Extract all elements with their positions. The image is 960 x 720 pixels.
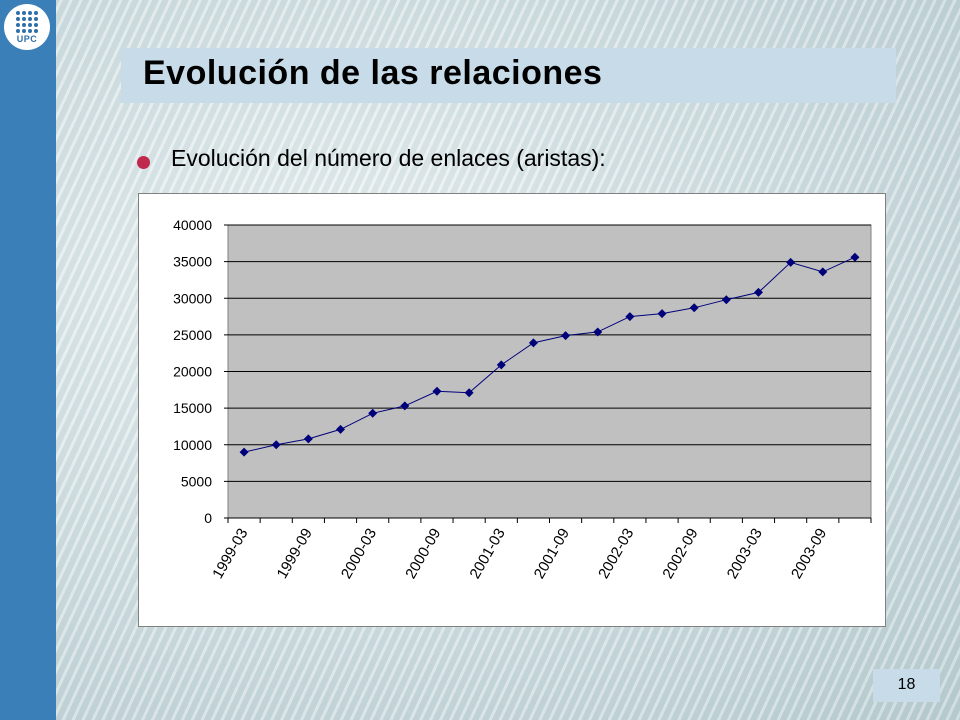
data-point-marker bbox=[753, 287, 763, 297]
bullet-icon bbox=[137, 156, 150, 169]
data-point-marker bbox=[303, 434, 313, 444]
series-line bbox=[243, 256, 856, 453]
data-point-marker bbox=[432, 386, 442, 396]
logo-text: UPC bbox=[16, 34, 38, 44]
data-point-marker bbox=[561, 331, 571, 341]
y-axis-ticks: 0 5000 10000 15000 20000 25000 30000 35000 40000 bbox=[173, 217, 228, 526]
bullet-text: Evolución del número de enlaces (aristas… bbox=[171, 145, 606, 171]
data-point-marker bbox=[721, 295, 731, 305]
data-point-marker bbox=[271, 440, 281, 450]
data-point-marker bbox=[336, 424, 346, 434]
data-point-marker bbox=[657, 309, 667, 319]
page-number: 18 bbox=[897, 676, 916, 693]
slide-title: Evolución de las relaciones bbox=[143, 54, 603, 92]
data-point-marker bbox=[818, 267, 828, 277]
y-tick-label: 10000 bbox=[173, 437, 212, 453]
y-tick-label: 15000 bbox=[173, 400, 212, 416]
y-tick-label: 0 bbox=[204, 510, 212, 526]
upc-logo: UPC bbox=[4, 4, 50, 50]
data-point-marker bbox=[239, 447, 249, 457]
data-point-marker bbox=[786, 257, 796, 267]
data-point-marker bbox=[689, 303, 699, 313]
logo-dots-icon bbox=[16, 11, 38, 33]
y-tick-label: 5000 bbox=[181, 473, 212, 489]
line-chart: 0 5000 10000 15000 20000 25000 30000 35000 40000… bbox=[138, 193, 886, 627]
y-tick-label: 20000 bbox=[173, 364, 212, 380]
data-point-marker bbox=[496, 360, 506, 370]
data-point-marker bbox=[464, 388, 474, 398]
data-point-marker bbox=[400, 401, 410, 411]
y-tick-label: 30000 bbox=[173, 290, 212, 306]
y-tick-label: 40000 bbox=[173, 217, 212, 233]
title-bar: Evolución de las relaciones bbox=[121, 48, 896, 103]
y-tick-label: 25000 bbox=[173, 327, 212, 343]
data-point-marker bbox=[593, 327, 603, 337]
series-points bbox=[239, 252, 860, 457]
page-number-box: 18 bbox=[873, 669, 940, 702]
data-point-marker bbox=[368, 408, 378, 418]
y-tick-label: 35000 bbox=[173, 254, 212, 270]
data-point-marker bbox=[528, 338, 538, 348]
sidebar: UPC bbox=[0, 0, 56, 720]
data-point-marker bbox=[850, 252, 860, 262]
data-point-marker bbox=[625, 312, 635, 322]
